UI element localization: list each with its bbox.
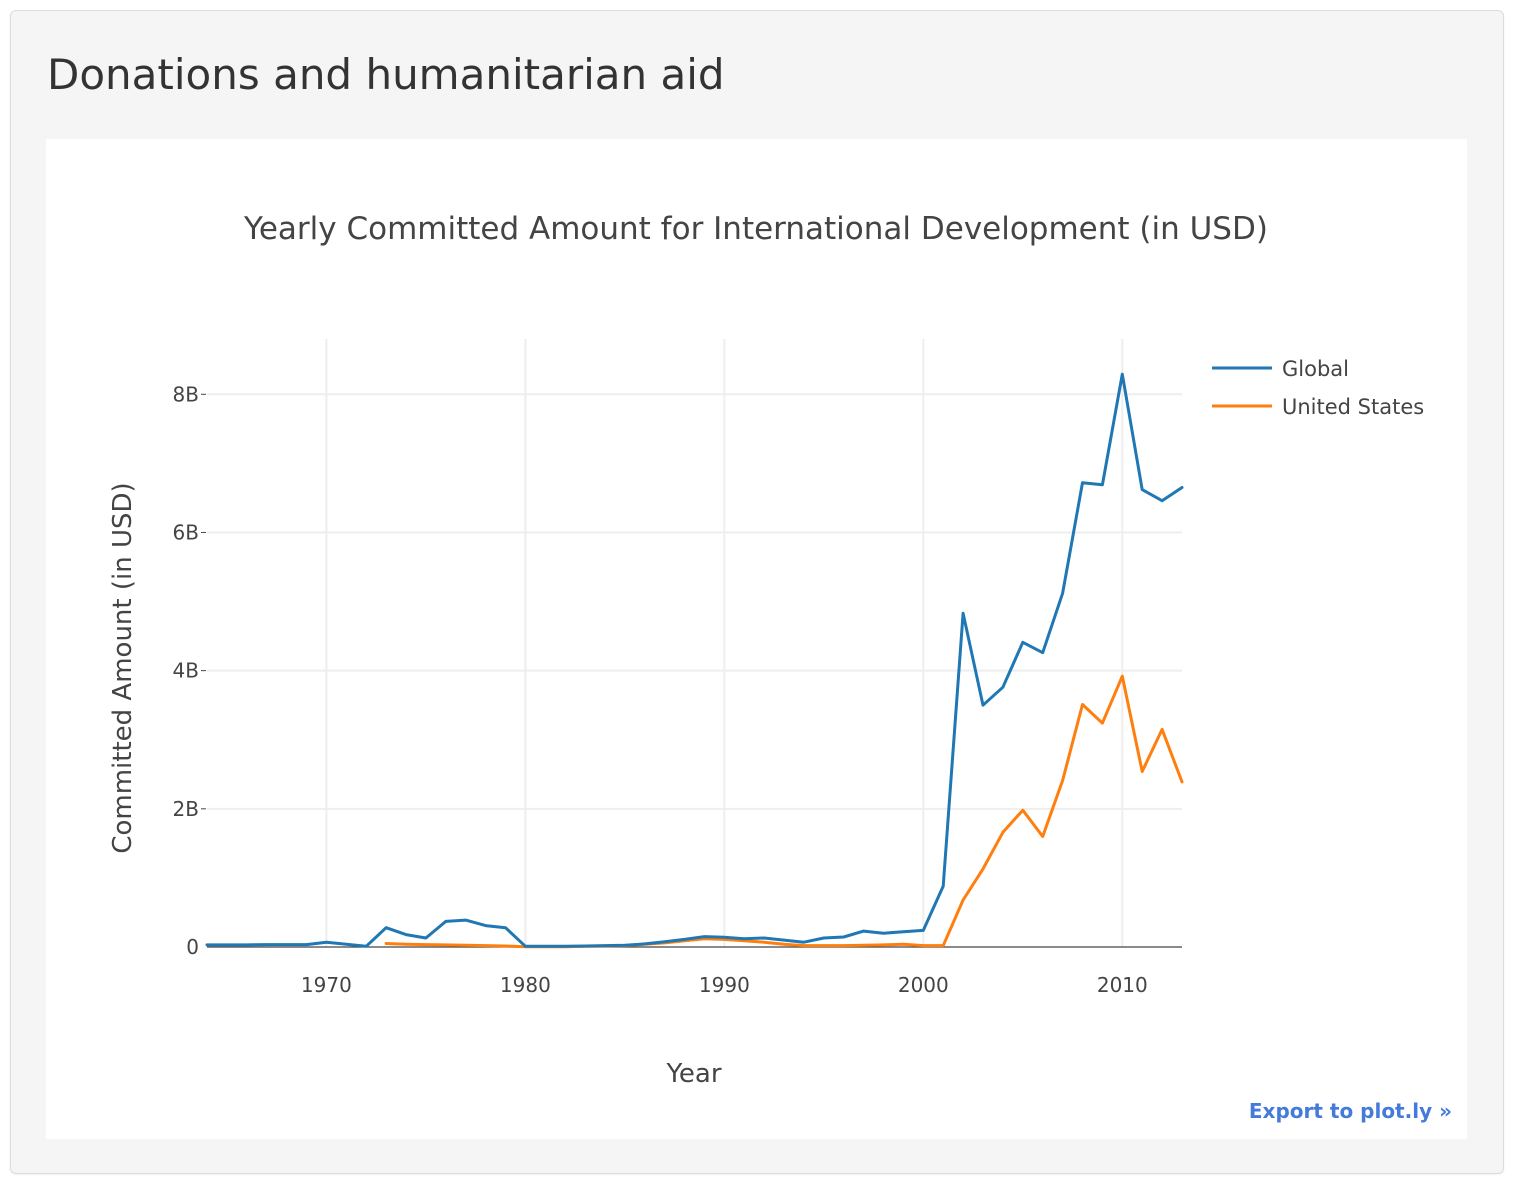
series-line-global: [205, 372, 1184, 948]
grid: [207, 339, 1182, 947]
y-tick-label: 8B: [173, 382, 199, 406]
panel: Donations and humanitarian aid 1970 1980 1…: [10, 10, 1504, 1174]
line-chart: 1970 1980 1990 2000 2010 0 2B 4B 6B 8B Global Unit…: [108, 211, 1424, 1089]
x-tick-label: 1990: [699, 973, 750, 997]
y-tick-label: 6B: [173, 520, 199, 544]
y-tick-label: 2B: [173, 797, 199, 821]
chart-title: Yearly Committed Amount for Internationa…: [243, 211, 1268, 247]
plot-card: 1970 1980 1990 2000 2010 0 2B 4B 6B 8B Global Unit…: [46, 139, 1467, 1139]
x-tick-label: 2000: [898, 973, 949, 997]
x-tick-label: 1970: [301, 973, 352, 997]
axes: 1970 1980 1990 2000 2010 0 2B 4B 6B 8B: [173, 382, 1182, 997]
x-tick-label: 2010: [1097, 973, 1148, 997]
legend-label-global: Global: [1282, 357, 1349, 381]
legend: Global United States: [1212, 357, 1424, 419]
legend-label-united-states: United States: [1282, 395, 1424, 419]
y-axis-label: Committed Amount (in USD): [108, 482, 138, 853]
y-tick-label: 0: [186, 935, 199, 959]
series-line-united-states: [384, 674, 1184, 949]
y-tick-label: 4B: [173, 659, 199, 683]
x-tick-label: 1980: [500, 973, 551, 997]
export-to-plotly-link[interactable]: Export to plot.ly »: [1248, 1099, 1452, 1123]
series-lines: [205, 372, 1184, 949]
x-axis-label: Year: [665, 1059, 721, 1089]
panel-title: Donations and humanitarian aid: [47, 50, 725, 99]
